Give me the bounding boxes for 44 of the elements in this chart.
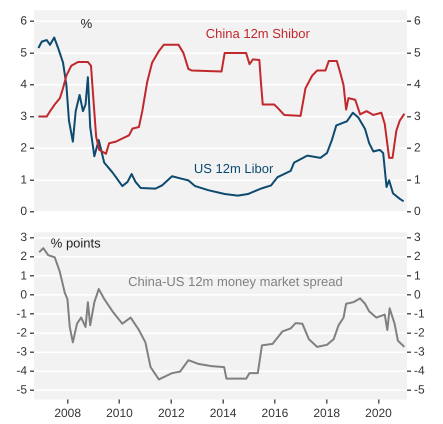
y2-tick-label: 3: [414, 230, 421, 244]
y2-tick-label: 6: [414, 14, 421, 28]
y2-tick-label: 3: [414, 108, 421, 123]
y2-tick-label: 0: [414, 204, 421, 218]
y-tick-label: 2: [20, 140, 28, 155]
y2-tick-label: 2: [414, 140, 421, 155]
y2-tick-label: -5: [414, 382, 425, 396]
series-label: China-US 12m money market spread: [128, 274, 343, 289]
y-tick-label: 3: [20, 230, 28, 244]
y-tick-label: -5: [16, 382, 28, 396]
y-tick-label: 1: [20, 172, 28, 186]
y2-tick-label: 4: [414, 77, 421, 92]
x-tick-label: 2012: [158, 406, 185, 420]
y-axis-title: % points: [50, 235, 102, 250]
y-tick-label: 0: [20, 287, 28, 302]
x-tick-label: 2020: [365, 406, 392, 420]
x-tick-label: 2014: [210, 406, 237, 420]
y2-tick-label: -2: [414, 325, 425, 340]
series-label: China 12m Shibor: [206, 26, 310, 41]
y2-tick-label: 1: [414, 268, 421, 282]
y-tick-label: 3: [20, 108, 28, 123]
x-tick-label: 2016: [262, 406, 289, 420]
y2-tick-label: -4: [414, 363, 425, 378]
x-tick-label: 2008: [54, 406, 82, 420]
y-tick-label: -4: [16, 363, 28, 378]
y2-tick-label: 1: [414, 172, 421, 186]
y-tick-label: 6: [20, 14, 28, 28]
y-tick-label: -3: [16, 344, 28, 358]
y-tick-label: -2: [16, 325, 28, 340]
y-tick-label: 4: [20, 77, 28, 92]
x-tick-label: 2010: [106, 406, 134, 420]
y-tick-label: 0: [20, 204, 28, 218]
y-tick-label: 5: [20, 45, 28, 60]
y2-tick-label: 0: [414, 287, 421, 302]
y2-tick-label: -1: [414, 306, 425, 320]
x-tick-label: 2018: [313, 406, 340, 420]
y2-tick-label: 5: [414, 45, 421, 60]
series-label: US 12m Libor: [194, 161, 274, 176]
y-axis-title: %: [80, 16, 93, 31]
y2-tick-label: 2: [414, 249, 421, 264]
y-tick-label: 1: [20, 268, 28, 282]
y-tick-label: 2: [20, 249, 28, 264]
y-tick-label: -1: [16, 306, 28, 320]
y2-tick-label: -3: [414, 344, 425, 358]
